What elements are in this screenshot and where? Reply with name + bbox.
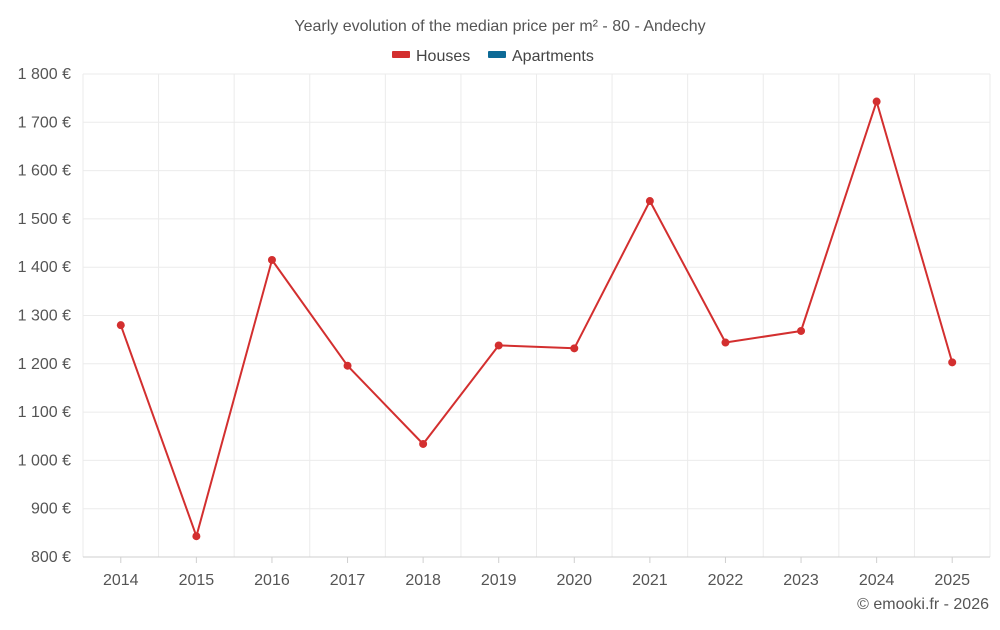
- series-line-houses: [119, 100, 954, 538]
- legend-label-houses: Houses: [416, 48, 470, 65]
- chart-title: Yearly evolution of the median price per…: [294, 18, 705, 35]
- data-point-houses[interactable]: [948, 358, 957, 367]
- data-point-houses[interactable]: [570, 344, 579, 353]
- x-tick-label: 2015: [179, 572, 215, 589]
- x-axis: 2014 2015 2016 2017 2018 2019 2020 2021 2022 2023…: [83, 556, 990, 589]
- x-tick-label: 2021: [632, 572, 668, 589]
- legend-item-apartments[interactable]: Apartments: [488, 48, 594, 65]
- y-tick-label: 1 000 €: [18, 452, 71, 469]
- x-tick-label: 2019: [481, 572, 517, 589]
- legend: Houses Apartments: [392, 48, 594, 65]
- y-tick-label: 1 600 €: [18, 163, 71, 180]
- y-tick-label: 1 700 €: [18, 114, 71, 131]
- y-tick-label: 900 €: [31, 501, 71, 518]
- y-tick-label: 1 200 €: [18, 356, 71, 373]
- data-point-houses[interactable]: [192, 532, 201, 541]
- data-point-houses[interactable]: [494, 341, 503, 350]
- data-point-houses[interactable]: [797, 326, 806, 335]
- data-point-houses[interactable]: [721, 338, 730, 347]
- x-tick-label: 2014: [103, 572, 139, 589]
- grid: [82, 73, 991, 558]
- x-tick-label: 2022: [708, 572, 744, 589]
- y-tick-label: 800 €: [31, 549, 71, 566]
- x-tick-label: 2020: [556, 572, 592, 589]
- data-point-houses[interactable]: [645, 197, 654, 206]
- data-point-houses[interactable]: [267, 255, 276, 264]
- legend-item-houses[interactable]: Houses: [392, 48, 470, 65]
- credit-text: © emooki.fr - 2026: [857, 596, 989, 613]
- legend-swatch-apartments: [488, 51, 506, 58]
- legend-swatch-houses: [392, 51, 410, 58]
- data-point-houses[interactable]: [116, 321, 125, 330]
- x-tick-label: 2018: [405, 572, 441, 589]
- y-tick-label: 1 800 €: [18, 66, 71, 83]
- y-tick-label: 1 300 €: [18, 308, 71, 325]
- data-point-houses[interactable]: [419, 439, 428, 448]
- y-tick-label: 1 100 €: [18, 404, 71, 421]
- y-tick-label: 1 400 €: [18, 259, 71, 276]
- series-layer: [116, 97, 957, 541]
- y-tick-label: 1 500 €: [18, 211, 71, 228]
- legend-label-apartments: Apartments: [512, 48, 594, 65]
- x-tick-label: 2023: [783, 572, 819, 589]
- data-point-houses[interactable]: [872, 97, 881, 106]
- x-tick-label: 2016: [254, 572, 290, 589]
- x-tick-label: 2025: [934, 572, 970, 589]
- x-tick-label: 2024: [859, 572, 895, 589]
- data-point-houses[interactable]: [343, 361, 352, 370]
- x-tick-label: 2017: [330, 572, 366, 589]
- y-axis: 800 € 900 € 1 000 € 1 100 € 1 200 € 1 300 € 1 …: [18, 66, 71, 566]
